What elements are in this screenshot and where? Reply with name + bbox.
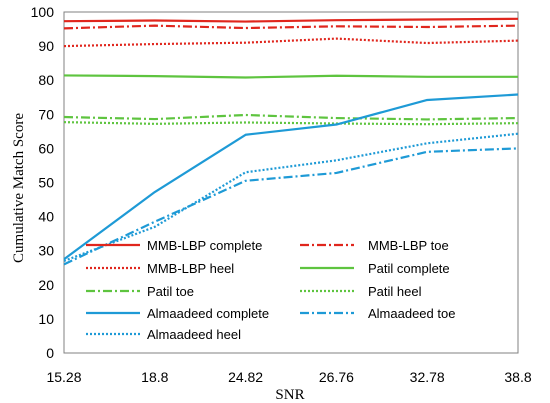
y-tick-label: 60 — [38, 140, 54, 156]
series-line-patil-complete — [63, 74, 518, 79]
y-tick-label: 10 — [38, 311, 54, 327]
series-line-mmb-lbp-heel — [63, 37, 519, 48]
y-tick-label: 0 — [46, 345, 54, 361]
legend-label: MMB-LBP heel — [147, 261, 234, 276]
x-tick-label: 15.28 — [46, 369, 81, 385]
x-tick-label: 38.8 — [504, 369, 531, 385]
y-axis-label: Cumulative Match Score — [11, 113, 27, 263]
x-axis-label: SNR — [275, 387, 304, 403]
legend-label: Almaadeed toe — [368, 306, 455, 321]
y-tick-label: 50 — [38, 175, 54, 191]
legend-label: Almaadeed complete — [147, 306, 269, 321]
y-tick-label: 70 — [38, 106, 54, 122]
legend: MMB-LBP complete MMB-LBP toe MMB-LBP heel P… — [86, 238, 455, 342]
y-tick-label: 100 — [31, 4, 55, 20]
series-line-patil-toe — [63, 113, 519, 121]
series-line-mmb-lbp-complete — [63, 17, 519, 23]
x-tick-label: 24.82 — [228, 369, 263, 385]
legend-label: Patil toe — [147, 284, 194, 299]
series-line-almaadeed-toe — [63, 147, 519, 266]
plot-frame — [63, 11, 519, 354]
y-tick-label: 30 — [38, 243, 54, 259]
legend-label: Almaadeed heel — [147, 327, 241, 342]
x-tick-label: 32.78 — [410, 369, 445, 385]
series-layer — [63, 17, 519, 266]
plot-area: 0 10 20 30 40 50 60 70 80 90 100 15.28 18.8 24.82 26.7… — [31, 4, 532, 385]
x-tick-label: 18.8 — [141, 369, 168, 385]
y-tick-label: 20 — [38, 277, 54, 293]
legend-label: MMB-LBP complete — [147, 238, 262, 253]
legend-label: MMB-LBP toe — [368, 238, 449, 253]
y-tick-label: 40 — [38, 209, 54, 225]
y-tick-label: 90 — [38, 38, 54, 54]
series-line-patil-heel — [63, 121, 519, 126]
legend-label: Patil heel — [368, 284, 422, 299]
series-line-almaadeed-complete — [63, 93, 519, 261]
y-tick-label: 80 — [38, 72, 54, 88]
series-line-almaadeed-heel — [63, 132, 519, 262]
legend-label: Patil complete — [368, 261, 450, 276]
x-tick-label: 26.76 — [319, 369, 354, 385]
series-line-mmb-lbp-toe — [63, 24, 519, 30]
